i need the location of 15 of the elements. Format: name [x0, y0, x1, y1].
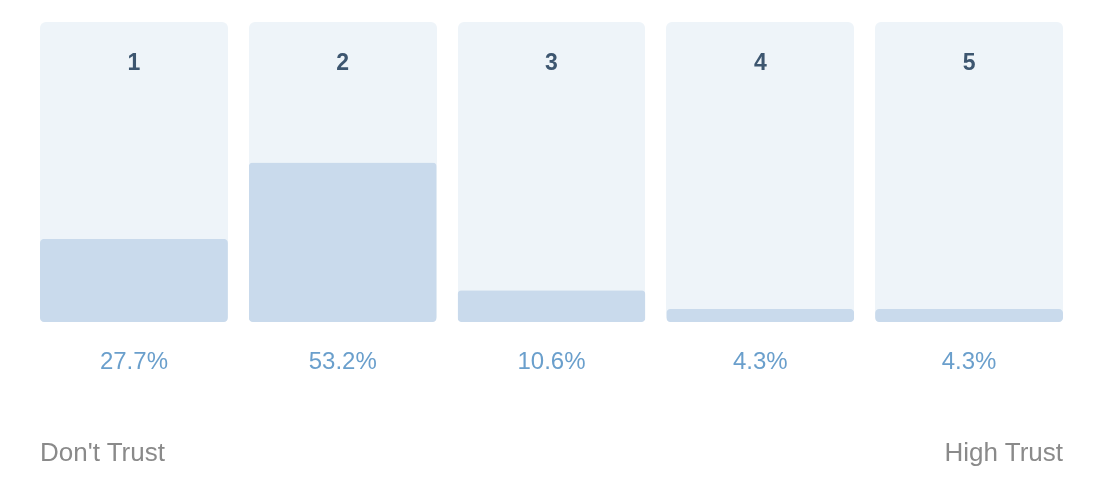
- x-tick-label: 3: [545, 48, 558, 75]
- x-tick-label: 1: [127, 48, 141, 75]
- data-label: 4.3%: [732, 347, 788, 374]
- data-label: 27.7%: [99, 347, 168, 374]
- x-tick-label: 4: [753, 48, 767, 75]
- x-tick-label: 5: [962, 48, 976, 75]
- x-tick-label: 2: [336, 48, 350, 75]
- data-label: 53.2%: [308, 347, 377, 374]
- data-label: 4.3%: [941, 347, 997, 374]
- text: High Trust: [944, 437, 1063, 468]
- data-label: 10.6%: [517, 347, 586, 374]
- bar: [875, 309, 1063, 322]
- bar: [457, 290, 646, 322]
- text: Don't Trust: [40, 437, 165, 468]
- bar: [666, 309, 855, 322]
